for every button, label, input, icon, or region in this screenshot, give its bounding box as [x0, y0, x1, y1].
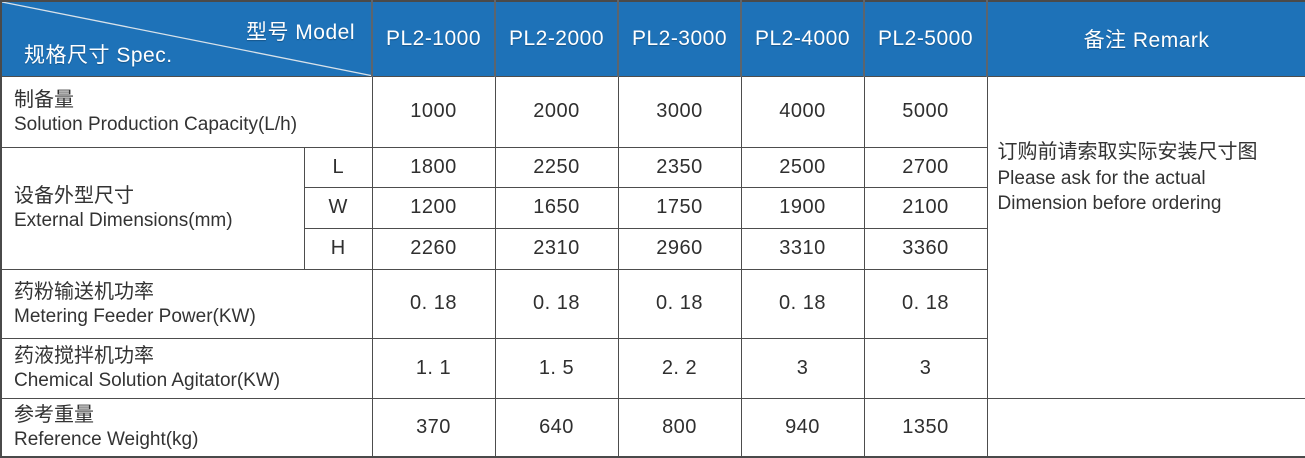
value-cell: 4000	[740, 75, 865, 148]
value-cell: 0. 18	[863, 268, 988, 339]
value-cell: 1200	[371, 186, 496, 229]
row-dimension-w: W 1200 1650 1750 1900 2100	[1, 186, 1305, 229]
model-header-pl2-3000: PL2-3000	[617, 1, 741, 77]
agitator-label-cell: 药液搅拌机功率 Chemical Solution Agitator(KW)	[0, 337, 373, 399]
value-cell: 0. 18	[494, 268, 619, 339]
remark-line-en-2: Dimension before ordering	[997, 192, 1222, 214]
row-agitator-power: 药液搅拌机功率 Chemical Solution Agitator(KW) 1…	[0, 337, 1305, 399]
dimensions-label-cell: 设备外型尺寸 External Dimensions(mm)	[0, 146, 305, 270]
corner-header-cell: 型号 Model 规格尺寸 Spec.	[1, 1, 372, 77]
weight-label-cn: 参考重量	[14, 404, 94, 427]
value-cell: 0. 18	[740, 268, 865, 339]
value-cell: 3	[740, 337, 865, 399]
value-cell: 1650	[494, 186, 619, 229]
value-cell: 1350	[863, 397, 988, 458]
row-feeder-power: 药粉输送机功率 Metering Feeder Power(KW) 0. 18 …	[0, 268, 1305, 339]
value-cell: 3	[863, 337, 988, 399]
value-cell: 2700	[863, 146, 988, 188]
dimension-key-l: L	[303, 146, 373, 188]
row-dimension-h: H 2260 2310 2960 3310 3360	[1, 227, 1305, 270]
weight-label-en: Reference Weight(kg)	[14, 429, 199, 451]
capacity-label-cn: 制备量	[14, 88, 74, 111]
remark-header-cell: 备注 Remark	[986, 1, 1305, 77]
value-cell: 0. 18	[617, 268, 742, 339]
feeder-label-en: Metering Feeder Power(KW)	[14, 305, 256, 327]
header-row: 型号 Model 规格尺寸 Spec. PL2-1000 PL2-2000 PL…	[1, 1, 1305, 77]
feeder-label-cn: 药粉输送机功率	[14, 280, 154, 303]
corner-model-label: 型号 Model	[245, 21, 355, 44]
row-dimension-l: 设备外型尺寸 External Dimensions(mm) L 1800 22…	[0, 146, 1305, 270]
value-cell: 370	[371, 397, 496, 458]
weight-label-cell: 参考重量 Reference Weight(kg)	[0, 397, 373, 458]
value-cell: 0. 18	[371, 268, 496, 339]
value-cell: 640	[494, 397, 619, 458]
value-cell: 1. 1	[371, 337, 496, 399]
value-cell: 2960	[617, 227, 742, 270]
capacity-label-cell: 制备量 Solution Production Capacity(L/h)	[0, 75, 373, 148]
dimensions-label-cn: 设备外型尺寸	[14, 185, 134, 207]
value-cell: 2350	[617, 146, 742, 188]
value-cell: 1. 5	[494, 337, 619, 399]
dimension-key-w: W	[303, 186, 373, 229]
remark-line-en-1: Please ask for the actual	[997, 167, 1206, 189]
capacity-label-en: Solution Production Capacity(L/h)	[14, 113, 298, 135]
row-reference-weight: 参考重量 Reference Weight(kg) 370 640 800 94…	[0, 397, 1305, 458]
value-cell: 2250	[494, 146, 619, 188]
model-header-pl2-5000: PL2-5000	[863, 1, 987, 77]
value-cell: 2260	[371, 227, 496, 270]
value-cell: 1750	[617, 186, 742, 229]
value-cell: 3360	[863, 227, 988, 270]
value-cell: 3310	[740, 227, 865, 270]
diagonal-divider-line	[2, 2, 371, 76]
value-cell: 940	[740, 397, 865, 458]
dimension-key-h: H	[303, 227, 373, 270]
remark-line-cn: 订购前请索取实际安装尺寸图	[997, 140, 1258, 163]
value-cell: 3000	[617, 75, 742, 148]
value-cell: 1000	[371, 75, 496, 148]
model-header-pl2-1000: PL2-1000	[371, 1, 495, 77]
value-cell: 800	[617, 397, 742, 458]
value-cell: 1800	[371, 146, 496, 188]
feeder-label-cell: 药粉输送机功率 Metering Feeder Power(KW)	[0, 268, 373, 339]
value-cell: 1900	[740, 186, 865, 229]
value-cell: 2000	[494, 75, 619, 148]
remark-cell: 订购前请索取实际安装尺寸图 Please ask for the actual …	[986, 75, 1305, 399]
value-cell: 2100	[863, 186, 988, 229]
value-cell: 2500	[740, 146, 865, 188]
row-capacity: 制备量 Solution Production Capacity(L/h) 10…	[0, 75, 1305, 399]
value-cell: 2. 2	[617, 337, 742, 399]
agitator-label-cn: 药液搅拌机功率	[14, 345, 154, 367]
value-cell: 2310	[494, 227, 619, 270]
value-cell: 5000	[863, 75, 988, 148]
dimensions-label-en: External Dimensions(mm)	[14, 210, 233, 231]
corner-spec-label: 规格尺寸 Spec.	[24, 43, 173, 67]
model-header-pl2-2000: PL2-2000	[494, 1, 618, 77]
agitator-label-en: Chemical Solution Agitator(KW)	[14, 370, 281, 391]
model-header-pl2-4000: PL2-4000	[740, 1, 864, 77]
